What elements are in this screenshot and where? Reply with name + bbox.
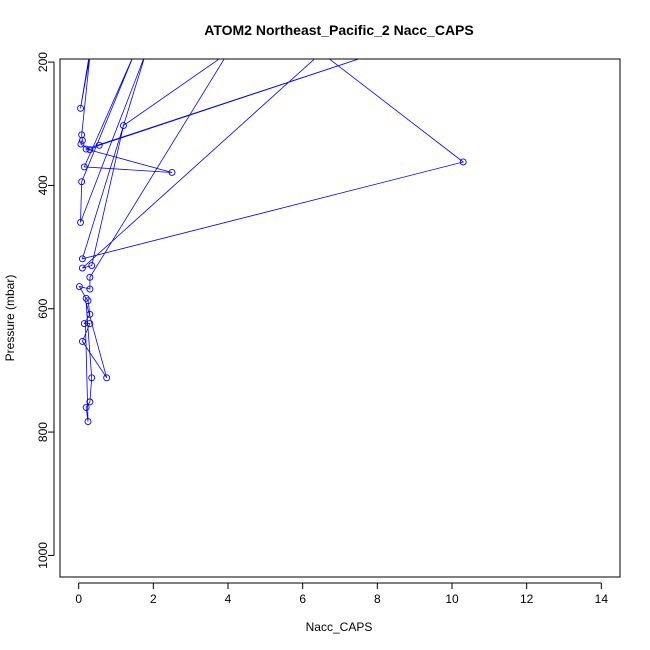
data-point xyxy=(77,140,85,148)
x-tick-label: 4 xyxy=(225,592,232,606)
data-point xyxy=(84,418,92,426)
data-point xyxy=(75,283,83,290)
series-layer xyxy=(75,59,467,426)
data-point xyxy=(88,374,96,382)
y-tick-label: 200 xyxy=(36,52,50,72)
data-point xyxy=(78,178,86,186)
data-point xyxy=(80,163,88,171)
data-point xyxy=(77,218,84,226)
data-point xyxy=(78,136,86,144)
data-point xyxy=(86,310,94,318)
x-tick-label: 2 xyxy=(150,592,157,606)
data-point xyxy=(95,141,103,149)
data-point xyxy=(82,145,90,153)
x-tick-label: 0 xyxy=(75,592,82,606)
data-point xyxy=(86,273,94,281)
x-axis: 0 2 4 6 8 10 12 14 xyxy=(75,582,609,606)
data-point xyxy=(86,285,94,293)
x-tick-label: 12 xyxy=(520,592,534,606)
plot-frame xyxy=(59,58,621,578)
data-point xyxy=(84,297,92,305)
data-point xyxy=(78,337,86,345)
data-point xyxy=(168,169,176,176)
data-point xyxy=(78,264,86,272)
x-tick-label: 8 xyxy=(374,592,381,606)
x-axis-label: Nacc_CAPS xyxy=(306,620,373,634)
data-point xyxy=(120,122,127,130)
data-point xyxy=(78,255,86,263)
data-point xyxy=(103,374,111,382)
data-point xyxy=(82,403,90,411)
data-point xyxy=(86,146,94,154)
chart-title: ATOM2 Northeast_Pacific_2 Nacc_CAPS xyxy=(204,22,473,38)
data-point xyxy=(88,262,96,270)
data-point xyxy=(86,398,94,406)
x-tick-label: 14 xyxy=(595,592,609,606)
data-point xyxy=(86,320,94,327)
x-tick-label: 6 xyxy=(299,592,306,606)
y-tick-label: 800 xyxy=(36,422,50,442)
y-tick-label: 600 xyxy=(36,298,50,318)
y-axis: 200 400 600 800 1000 xyxy=(36,52,55,569)
data-point xyxy=(459,158,467,166)
x-tick-label: 10 xyxy=(445,592,459,606)
series-line xyxy=(78,59,465,422)
y-tick-label: 400 xyxy=(36,175,50,195)
data-point xyxy=(77,104,84,112)
y-tick-label: 1000 xyxy=(36,542,50,569)
y-axis-label: Pressure (mbar) xyxy=(3,275,17,362)
